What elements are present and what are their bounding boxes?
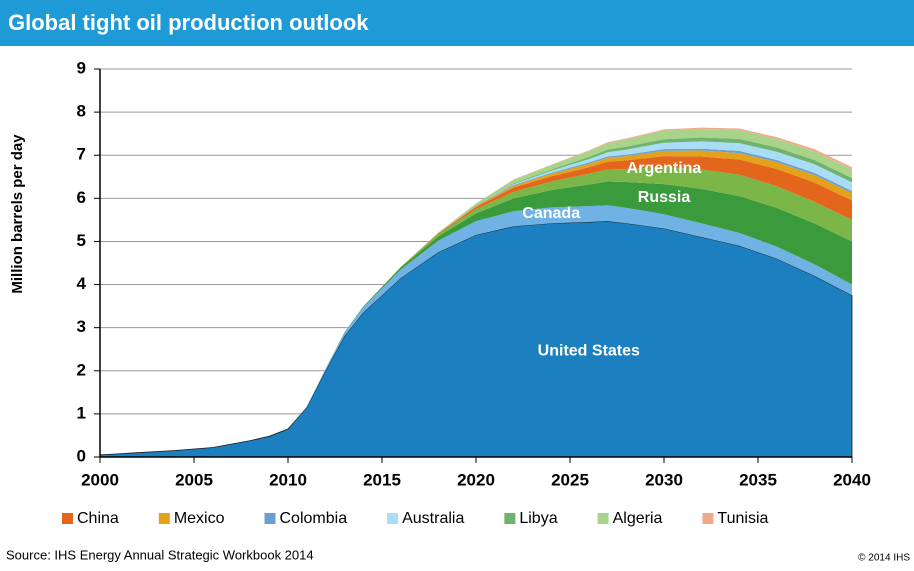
legend-swatch [504,513,516,524]
area [99,220,853,458]
x-tick-label: 2035 [739,470,777,489]
area-label: Canada [522,205,580,222]
area-label: Russia [638,189,691,206]
x-tick-label: 2025 [551,470,589,489]
legend-swatch [62,513,73,524]
x-tick-label: 2030 [645,470,683,489]
copyright: © 2014 IHS [858,553,910,564]
legend-swatch [158,513,170,524]
area [100,156,852,455]
y-tick-label: 2 [77,360,86,379]
legend-swatch [702,513,714,524]
y-tick-label: 8 [77,102,86,121]
legend-swatch [387,513,399,524]
x-tick-label: 2015 [363,470,401,489]
area-label: Argentina [627,160,702,177]
area-label: United States [538,342,640,359]
x-tick-label: 2010 [269,470,307,489]
y-tick-label: 5 [77,231,86,250]
y-tick-label: 6 [77,188,86,207]
y-tick-label: 4 [77,274,87,293]
y-tick-label: 9 [77,58,86,77]
legend-label: Libya [519,510,557,527]
legend-label: Australia [402,510,464,527]
area [100,181,852,455]
x-tick-label: 2040 [833,470,871,489]
legend-swatch [597,513,609,524]
title-bar [0,0,914,46]
legend-label: Tunisia [717,510,768,527]
source: Source: IHS Energy Annual Strategic Work… [6,547,314,562]
area [100,166,852,455]
x-tick-label: 2005 [175,470,213,489]
x-tick-label: 2000 [81,470,119,489]
legend-label: Mexico [174,510,225,527]
y-axis-label: Million barrels per day [9,134,26,294]
legend-label: Colombia [280,510,348,527]
legend-swatch [264,513,276,524]
legend-label: Algeria [613,510,663,527]
y-tick-label: 1 [77,403,86,422]
y-tick-label: 3 [77,317,86,336]
y-tick-label: 0 [77,446,86,465]
chart-title: Global tight oil production outlook [8,10,369,35]
y-tick-label: 7 [77,145,86,164]
x-tick-label: 2020 [457,470,495,489]
legend-label: China [77,510,119,527]
